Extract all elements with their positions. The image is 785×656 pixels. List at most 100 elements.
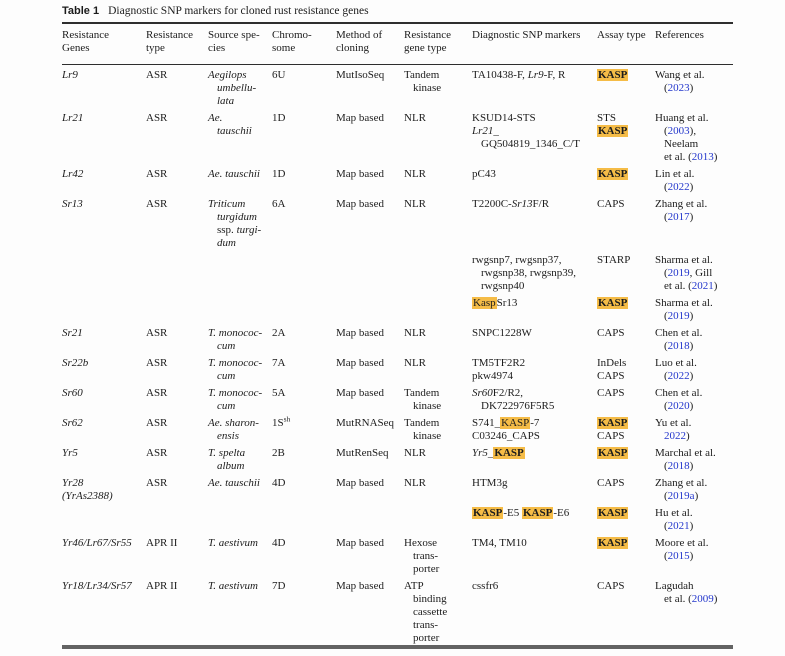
text-segment: cassette bbox=[413, 606, 448, 618]
table-cell: NLR bbox=[404, 443, 472, 473]
table-cell: ASR bbox=[146, 353, 208, 383]
table-cell bbox=[146, 250, 208, 293]
table-cell: ASR bbox=[146, 194, 208, 250]
citation-year-link[interactable]: 2018 bbox=[667, 460, 690, 472]
table-cell: TM4, TM10 bbox=[472, 533, 597, 576]
table-cell: ASR bbox=[146, 473, 208, 503]
cell-line: NLR bbox=[404, 477, 469, 490]
citation-year-link[interactable]: 2013 bbox=[691, 151, 714, 163]
text-segment: ( bbox=[664, 267, 668, 279]
text-segment: ) bbox=[689, 520, 694, 532]
cell-line: (2023) bbox=[655, 82, 730, 95]
text-segment: ( bbox=[664, 125, 668, 137]
table-cell bbox=[146, 293, 208, 323]
cell-line: Ae. sharon- bbox=[208, 417, 269, 430]
table-row: Sr22b ASR T. monococ-cum 7A Map based NLR TM5T… bbox=[62, 353, 733, 383]
citation-year-link[interactable]: 2018 bbox=[667, 340, 690, 352]
header-resistance-type: Resistance type bbox=[146, 23, 208, 65]
table-cell: Sr60 bbox=[62, 383, 146, 413]
cell-line: GQ504819_1346_C/T bbox=[472, 138, 594, 151]
table-cell: KASP bbox=[597, 443, 655, 473]
table-row: Sr21 ASR T. monococ-cum 2A Map based NLR SNPC1… bbox=[62, 323, 733, 353]
table-cell: KASP bbox=[597, 164, 655, 194]
citation-year-link[interactable]: 2021 bbox=[691, 280, 714, 292]
cell-line: SNPC1228W bbox=[472, 327, 594, 340]
cell-line: Chen et al. bbox=[655, 327, 730, 340]
citation-year-link[interactable]: 2021 bbox=[667, 520, 690, 532]
citation-year-link[interactable]: 2022 bbox=[664, 430, 686, 442]
text-segment: Sharma et al. bbox=[655, 254, 713, 266]
text-segment: Lr21_ bbox=[472, 125, 499, 137]
table-cell: 1D bbox=[272, 108, 336, 164]
cell-line: album bbox=[208, 460, 269, 473]
table-row: Sr62 ASR Ae. sharon-ensis 1Ssh MutRNASeq Tand… bbox=[62, 413, 733, 443]
highlighted-marker-text: Kasp bbox=[472, 297, 497, 309]
text-segment: T. aestivum bbox=[208, 537, 258, 549]
text-segment: ) bbox=[689, 82, 694, 94]
table-caption-label: Table 1 bbox=[62, 5, 100, 17]
table-cell: CAPS bbox=[597, 323, 655, 353]
citation-year-link[interactable]: 2019 bbox=[667, 310, 690, 322]
table-cell: Sr62 bbox=[62, 413, 146, 443]
cell-line: cssfr6 bbox=[472, 580, 594, 593]
table-cell: Hexose trans-porter bbox=[404, 533, 472, 576]
text-segment: ( bbox=[664, 82, 668, 94]
text-segment: 4D bbox=[272, 477, 286, 489]
table-cell: Triticum turgidum ssp. turgi-dum bbox=[208, 194, 272, 250]
table-cell bbox=[404, 250, 472, 293]
table-cell: STARP bbox=[597, 250, 655, 293]
text-segment: NLR bbox=[404, 198, 426, 210]
cell-line: ASR bbox=[146, 168, 205, 181]
table-cell bbox=[62, 250, 146, 293]
citation-year-link[interactable]: 2020 bbox=[667, 400, 690, 412]
text-segment: Triticum bbox=[208, 198, 246, 210]
text-segment: ASR bbox=[146, 327, 168, 339]
cell-line: (2021) bbox=[655, 520, 730, 533]
table-row: rwgsnp7, rwgsnp37, rwgsnp38, rwgsnp39, rwg… bbox=[62, 250, 733, 293]
cell-line: Ae. tauschii bbox=[208, 477, 269, 490]
text-segment: Hu et al. bbox=[655, 507, 693, 519]
text-segment: 6U bbox=[272, 69, 286, 81]
cell-line: Yu et al. bbox=[655, 417, 730, 430]
citation-year-link[interactable]: 2003 bbox=[667, 125, 690, 137]
text-segment: Tandem bbox=[404, 417, 440, 429]
text-segment: ) bbox=[689, 460, 694, 472]
text-segment: T. spelta bbox=[208, 447, 246, 459]
text-segment: Aegilops bbox=[208, 69, 247, 81]
citation-year-link[interactable]: 2019 bbox=[667, 267, 690, 279]
cell-line: NLR bbox=[404, 168, 469, 181]
citation-year-link[interactable]: 2022 bbox=[667, 181, 690, 193]
citation-year-link[interactable]: 2022 bbox=[667, 370, 690, 382]
table-cell: Map based bbox=[336, 533, 404, 576]
text-segment: Map based bbox=[336, 357, 384, 369]
table-cell: Lr42 bbox=[62, 164, 146, 194]
highlighted-marker-text: KASP bbox=[500, 417, 531, 429]
cell-line: KASP bbox=[597, 537, 652, 550]
cell-line: porter bbox=[404, 632, 469, 645]
text-segment: Map based bbox=[336, 168, 384, 180]
text-segment: Yr46/Lr67/Sr55 bbox=[62, 537, 132, 549]
text-segment: lata bbox=[217, 95, 235, 107]
cell-line: Yr46/Lr67/Sr55 bbox=[62, 537, 143, 550]
table-cell: Tandem kinase bbox=[404, 65, 472, 109]
table-row: Yr46/Lr67/Sr55 APR II T. aestivum 4D Map bas… bbox=[62, 533, 733, 576]
text-segment: rwgsnp38, rwgsnp39, bbox=[481, 267, 577, 279]
text-segment: Tandem bbox=[404, 387, 440, 399]
table-cell: CAPS bbox=[597, 383, 655, 413]
text-segment: Ae. tauschii bbox=[208, 477, 260, 489]
table-cell: T. monococ-cum bbox=[208, 383, 272, 413]
cell-line: 4D bbox=[272, 537, 333, 550]
table-cell: MutRenSeq bbox=[336, 443, 404, 473]
table-row: Sr60 ASR T. monococ-cum 5A Map based Tandem ki… bbox=[62, 383, 733, 413]
citation-year-link[interactable]: 2017 bbox=[667, 211, 690, 223]
cell-line: ASR bbox=[146, 357, 205, 370]
citation-year-link[interactable]: 2019a bbox=[667, 490, 695, 502]
table-cell: NLR bbox=[404, 164, 472, 194]
cell-line: CAPS bbox=[597, 198, 652, 211]
table-cell bbox=[208, 293, 272, 323]
citation-year-link[interactable]: 2023 bbox=[667, 82, 690, 94]
citation-year-link[interactable]: 2009 bbox=[691, 593, 714, 605]
citation-year-link[interactable]: 2015 bbox=[667, 550, 690, 562]
cell-line: et al. (2021) bbox=[655, 280, 730, 293]
table-cell bbox=[146, 503, 208, 533]
